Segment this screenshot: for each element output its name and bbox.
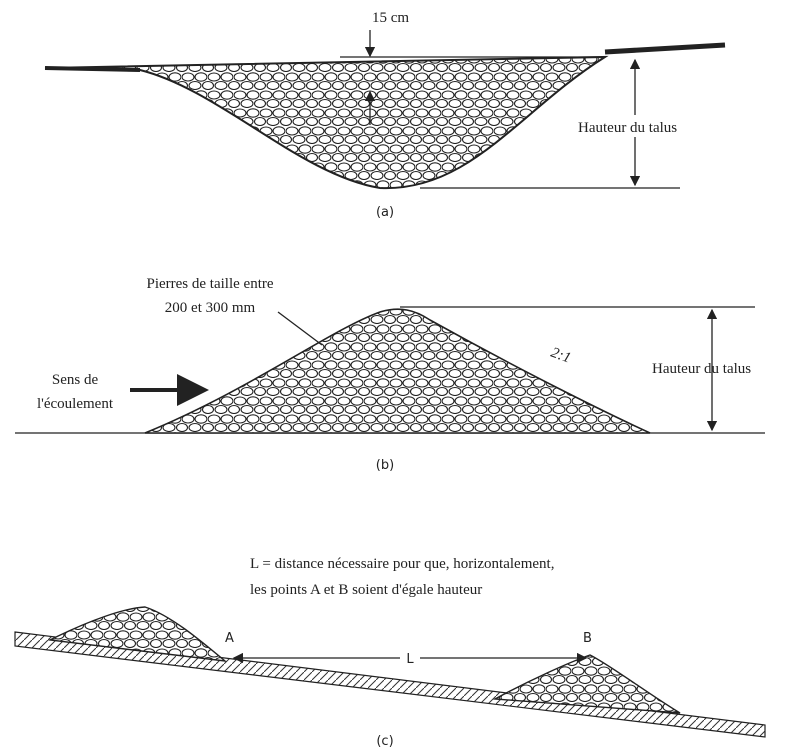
grass-right — [604, 42, 726, 55]
dike-stones — [144, 308, 651, 434]
flow-label: l'écoulement — [37, 396, 114, 412]
label-bg — [400, 648, 420, 668]
caption: (a) — [376, 205, 394, 220]
point-b: B — [583, 631, 592, 646]
label-bg — [575, 115, 705, 137]
caption: (c) — [376, 734, 393, 749]
depth-label: 15 cm — [372, 10, 409, 26]
dike-b — [492, 654, 681, 714]
height-label: Hauteur du talus — [578, 120, 677, 136]
slope-label: 2:1 — [549, 345, 573, 367]
panel-a: 15 cm Hauteur du talus (a) — [44, 10, 726, 220]
distance-label: L — [406, 652, 414, 667]
height-label: Hauteur du talus — [652, 361, 751, 377]
leader-line — [277, 311, 323, 346]
caption: (b) — [376, 458, 394, 473]
note: les points A et B soient d'égale hauteur — [250, 582, 482, 598]
channel-stones — [44, 55, 609, 190]
note: L = distance nécessaire pour que, horizo… — [250, 556, 554, 572]
point-a: A — [225, 631, 234, 646]
stone-label: 200 et 300 mm — [165, 300, 256, 316]
panel-c: L = distance nécessaire pour que, horizo… — [14, 556, 766, 749]
grass-left — [44, 66, 141, 72]
dike-a — [47, 606, 228, 662]
panel-b: Pierres de taille entre 200 et 300 mm 2:… — [15, 276, 765, 473]
stone-label: Pierres de taille entre — [146, 276, 273, 292]
flow-label: Sens de — [52, 372, 99, 388]
